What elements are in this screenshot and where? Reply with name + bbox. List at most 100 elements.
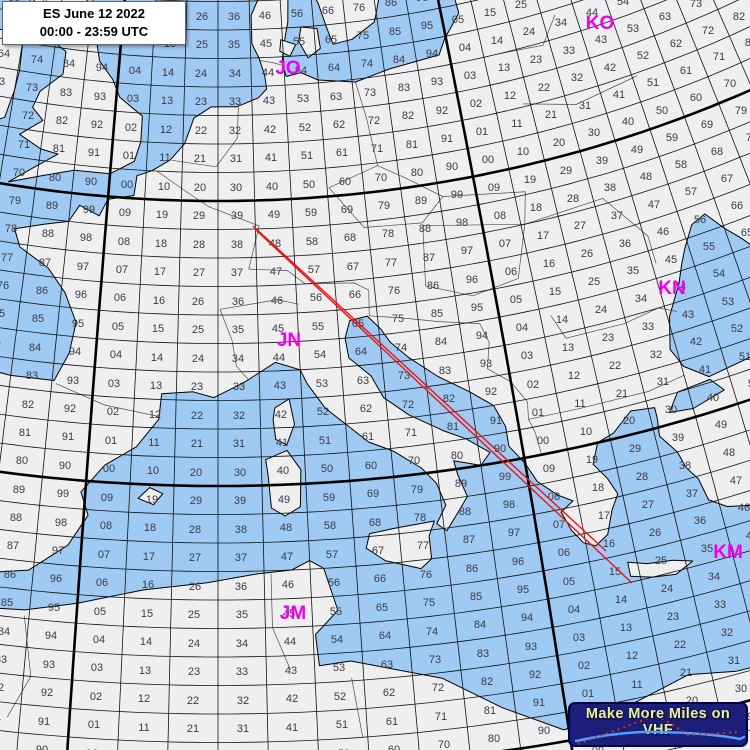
svg-text:93: 93 <box>480 358 492 370</box>
svg-text:10: 10 <box>517 146 529 158</box>
svg-text:78: 78 <box>746 132 750 144</box>
svg-text:07: 07 <box>116 264 128 276</box>
svg-text:98: 98 <box>80 232 92 244</box>
country-border <box>351 677 364 738</box>
svg-text:87: 87 <box>463 534 475 546</box>
svg-text:86: 86 <box>466 563 478 575</box>
svg-text:34: 34 <box>635 293 647 305</box>
svg-text:12: 12 <box>504 90 516 102</box>
svg-text:35: 35 <box>228 39 240 51</box>
svg-text:25: 25 <box>196 39 208 51</box>
svg-text:01: 01 <box>123 150 135 162</box>
water-sea-of-marmara <box>668 378 725 413</box>
svg-text:05: 05 <box>510 294 522 306</box>
svg-text:63: 63 <box>330 91 342 103</box>
svg-text:97: 97 <box>52 545 64 557</box>
svg-text:78: 78 <box>5 223 17 235</box>
svg-text:25: 25 <box>188 609 200 621</box>
svg-text:14: 14 <box>162 67 174 79</box>
svg-text:27: 27 <box>193 267 205 279</box>
svg-text:45: 45 <box>272 323 284 335</box>
svg-text:96: 96 <box>466 274 478 286</box>
svg-text:32: 32 <box>571 72 583 84</box>
svg-text:27: 27 <box>189 552 201 564</box>
svg-text:21: 21 <box>187 723 199 735</box>
svg-text:38: 38 <box>235 524 247 536</box>
svg-text:41: 41 <box>286 722 298 734</box>
svg-text:60: 60 <box>690 92 702 104</box>
svg-text:29: 29 <box>190 495 202 507</box>
svg-text:97: 97 <box>461 245 473 257</box>
svg-text:74: 74 <box>361 58 373 70</box>
svg-text:95: 95 <box>517 584 529 596</box>
svg-text:00: 00 <box>103 463 115 475</box>
svg-text:33: 33 <box>229 96 241 108</box>
svg-text:90: 90 <box>36 744 48 750</box>
svg-text:21: 21 <box>616 388 628 400</box>
svg-text:84: 84 <box>393 54 405 66</box>
svg-text:63: 63 <box>659 11 671 23</box>
svg-text:02: 02 <box>578 660 590 672</box>
svg-text:68: 68 <box>344 232 356 244</box>
svg-text:46: 46 <box>271 295 283 307</box>
svg-text:75: 75 <box>423 597 435 609</box>
svg-text:50: 50 <box>748 378 750 390</box>
field-boundary-parallel <box>0 398 750 488</box>
svg-text:67: 67 <box>372 545 384 557</box>
svg-text:72: 72 <box>22 110 34 122</box>
svg-text:89: 89 <box>455 478 467 490</box>
svg-text:49: 49 <box>631 144 643 156</box>
svg-text:07: 07 <box>98 549 110 561</box>
svg-text:93: 93 <box>525 641 537 653</box>
svg-text:37: 37 <box>235 552 247 564</box>
svg-text:74: 74 <box>0 336 1 348</box>
logo-art-icon <box>574 719 746 745</box>
svg-text:35: 35 <box>701 543 713 555</box>
svg-text:41: 41 <box>613 89 625 101</box>
svg-text:03: 03 <box>464 70 476 82</box>
svg-text:66: 66 <box>731 200 743 212</box>
svg-text:39: 39 <box>672 432 684 444</box>
logo-text: Make More Miles on VHF <box>585 706 731 738</box>
field-label-jn: JN <box>277 330 301 351</box>
svg-text:05: 05 <box>112 321 124 333</box>
svg-text:61: 61 <box>386 716 398 728</box>
svg-text:84: 84 <box>0 626 10 638</box>
svg-text:44: 44 <box>273 352 285 364</box>
svg-text:18: 18 <box>530 202 542 214</box>
svg-text:58: 58 <box>324 520 336 532</box>
country-border <box>369 315 542 455</box>
mmmonvhf-logo[interactable]: Make More Miles on VHF <box>568 702 748 747</box>
svg-text:80: 80 <box>16 455 28 467</box>
svg-text:18: 18 <box>592 482 604 494</box>
svg-text:51: 51 <box>319 435 331 447</box>
svg-text:04: 04 <box>129 65 141 77</box>
svg-text:97: 97 <box>508 527 520 539</box>
svg-text:85: 85 <box>431 308 443 320</box>
svg-text:90: 90 <box>85 176 97 188</box>
svg-text:24: 24 <box>195 68 207 80</box>
svg-text:08: 08 <box>548 491 560 503</box>
svg-text:16: 16 <box>603 538 615 550</box>
svg-text:90: 90 <box>494 443 506 455</box>
svg-text:36: 36 <box>232 296 244 308</box>
svg-text:81: 81 <box>447 421 459 433</box>
svg-text:45: 45 <box>260 38 272 50</box>
svg-text:54: 54 <box>295 65 307 77</box>
svg-text:43: 43 <box>263 95 275 107</box>
svg-text:95: 95 <box>48 602 60 614</box>
svg-text:70: 70 <box>13 167 25 179</box>
svg-text:94: 94 <box>426 48 438 60</box>
svg-text:25: 25 <box>192 324 204 336</box>
svg-text:33: 33 <box>233 381 245 393</box>
svg-text:46: 46 <box>282 579 294 591</box>
svg-text:80: 80 <box>49 172 61 184</box>
svg-text:30: 30 <box>234 467 246 479</box>
svg-text:74: 74 <box>31 54 43 66</box>
svg-text:35: 35 <box>232 324 244 336</box>
svg-text:60: 60 <box>388 744 400 750</box>
svg-text:19: 19 <box>156 209 168 221</box>
svg-text:88: 88 <box>10 512 22 524</box>
svg-text:06: 06 <box>114 292 126 304</box>
svg-text:05: 05 <box>563 576 575 588</box>
